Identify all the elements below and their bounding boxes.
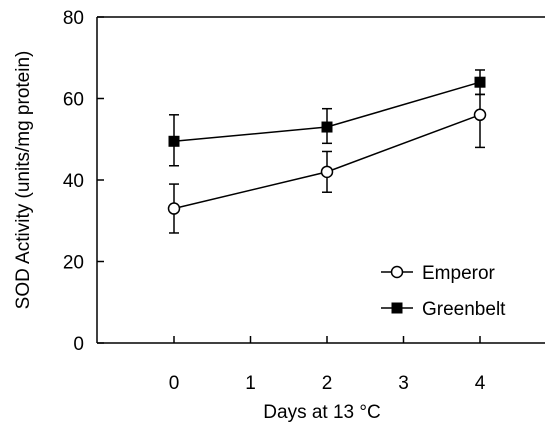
- legend-label: Emperor: [422, 263, 496, 284]
- y-axis-ticks: 0 20 40 60 80: [63, 8, 104, 355]
- y-axis-label: SOD Activity (units/mg protein): [13, 51, 34, 310]
- x-axis-ticks: 0 1 2 3 4: [169, 336, 486, 394]
- series-greenbelt: [168, 69, 486, 167]
- data-point: [321, 121, 333, 133]
- data-point: [473, 108, 487, 122]
- y-tick-label: 60: [63, 90, 84, 111]
- legend-marker: [390, 265, 404, 279]
- legend-item-greenbelt: Greenbelt: [381, 299, 506, 320]
- x-tick-label: 4: [475, 373, 486, 394]
- data-point: [320, 165, 334, 179]
- legend-item-emperor: Emperor: [381, 263, 496, 284]
- legend-label: Greenbelt: [422, 299, 506, 320]
- series-layer: [167, 69, 487, 234]
- legend-marker: [391, 302, 403, 314]
- y-tick-label: 0: [73, 334, 84, 355]
- y-tick-label: 20: [63, 253, 84, 274]
- y-tick-label: 80: [63, 8, 84, 29]
- x-tick-label: 2: [322, 373, 333, 394]
- x-tick-label: 1: [245, 373, 256, 394]
- x-axis-label: Days at 13 °C: [263, 402, 380, 423]
- plot-frame: [96, 16, 545, 344]
- y-tick-label: 40: [63, 171, 84, 192]
- legend: Emperor Greenbelt: [381, 263, 506, 320]
- x-tick-label: 0: [169, 373, 180, 394]
- data-point: [167, 202, 181, 215]
- data-point: [168, 135, 180, 147]
- data-point: [474, 76, 486, 88]
- x-tick-label: 3: [398, 373, 409, 394]
